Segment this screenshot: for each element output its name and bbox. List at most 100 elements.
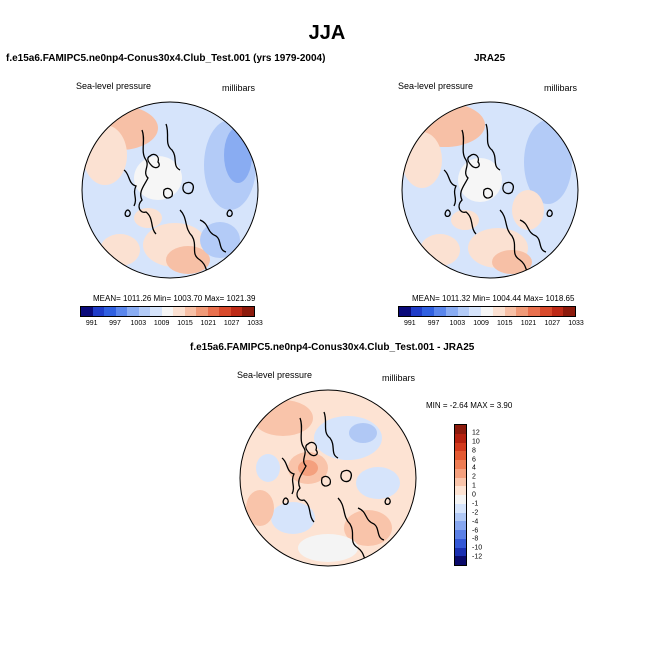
colorbar-tick-label: 1027: [223, 320, 240, 327]
field-region: [451, 210, 479, 230]
field-region: [246, 490, 274, 526]
panel-2-title: JRA25: [474, 53, 506, 64]
coastline: [502, 181, 514, 195]
colorbar-cell: [173, 307, 185, 316]
colorbar-cell: [230, 307, 243, 316]
colorbar-tick-label: 1015: [177, 320, 193, 327]
colorbar-cell: [410, 307, 423, 316]
colorbar-tick-label: 1021: [200, 320, 217, 327]
colorbar-cell: [207, 307, 220, 316]
coastline: [165, 123, 181, 171]
panel-3-stats: MIN = -2.64 MAX = 3.90: [426, 401, 513, 410]
coastline: [499, 209, 533, 277]
colorbar-tick-label: 1027: [544, 320, 561, 327]
panel-2-polar-map: [401, 101, 579, 279]
coastline: [458, 129, 477, 235]
pressure-field: [82, 102, 258, 278]
colorbar-tick-label: -1: [472, 500, 479, 508]
panel-2-colorbar-ticks: 991 997 1003 1009 1015 1021 1027 1033: [398, 320, 584, 330]
panel-2-units-label: millibars: [544, 83, 578, 93]
map-boundary: [239, 389, 417, 567]
colorbar-cell: [455, 521, 466, 530]
colorbar-tick-label: 997: [427, 320, 440, 327]
colorbar-cell: [455, 442, 466, 452]
colorbar-cell: [455, 547, 466, 557]
field-region: [492, 250, 532, 274]
field-region: [224, 127, 252, 183]
colorbar-tick-label: -2: [472, 509, 479, 517]
colorbar-tick-label: 0: [472, 491, 476, 499]
coastline: [162, 187, 174, 199]
pressure-field: [402, 102, 578, 278]
colorbar-cell: [528, 307, 540, 316]
coastline: [124, 209, 131, 218]
colorbar-cell: [455, 512, 466, 522]
field-region: [458, 158, 502, 202]
colorbar-cell: [115, 307, 128, 316]
colorbar-tick-label: -10: [472, 544, 483, 552]
colorbar-cell: [455, 486, 466, 495]
colorbar-cell: [455, 425, 466, 434]
coastline: [444, 209, 451, 218]
colorbar-cell: [184, 307, 197, 316]
coastline: [337, 497, 371, 565]
colorbar-cell: [422, 307, 435, 316]
colorbar-tick-label: 1009: [473, 320, 489, 327]
field-region: [166, 246, 210, 274]
colorbar-tick-label: 991: [404, 320, 416, 327]
colorbar-cell: [104, 307, 116, 316]
colorbar-cell: [481, 307, 493, 316]
field-region: [402, 132, 442, 188]
panel-3-colorbar-ticks: 12 10 8 6 4 2 1 0 -1 -2 -4 -6 -8 -10 -12: [472, 424, 502, 566]
panel-3-title: f.e15a6.FAMIPC5.ne0np4-Conus30x4.Club_Te…: [190, 342, 475, 353]
colorbar-cell: [551, 307, 564, 316]
panel-1-units-label: millibars: [222, 83, 256, 93]
colorbar-tick-label: 1: [472, 482, 476, 490]
coastline: [323, 411, 339, 459]
colorbar-tick-label: -12: [472, 553, 483, 561]
colorbar-cell: [455, 460, 466, 469]
panel-1-variable-label: Sea-level pressure: [76, 81, 152, 91]
coastline: [226, 209, 233, 218]
coastline: [138, 129, 157, 235]
field-region: [253, 400, 313, 436]
coastline: [305, 441, 318, 457]
field-region: [134, 208, 162, 228]
colorbar-tick-label: 6: [472, 456, 476, 463]
colorbar-cell: [455, 477, 466, 487]
coastline: [340, 469, 352, 483]
colorbar-cell: [161, 307, 174, 316]
field-region: [356, 467, 400, 499]
panel-3-polar-map: [239, 389, 417, 567]
colorbar-tick-label: 1003: [130, 320, 147, 327]
colorbar-tick-label: 991: [85, 320, 98, 327]
colorbar-cell: [455, 556, 466, 565]
panel-3-variable-label: Sea-level pressure: [237, 370, 313, 380]
figure-title: JJA: [308, 22, 346, 44]
colorbar-cell: [455, 503, 466, 513]
colorbar-tick-label: 1003: [449, 320, 466, 327]
colorbar-tick-label: 1021: [520, 320, 537, 327]
colorbar-cell: [455, 530, 466, 539]
pressure-field: [240, 390, 416, 566]
coastline: [519, 219, 547, 253]
colorbar-tick-label: 1009: [153, 320, 170, 327]
map-boundary: [401, 101, 579, 279]
colorbar-tick-label: 1015: [497, 320, 513, 327]
colorbar-cell: [504, 307, 517, 316]
colorbar-cell: [455, 468, 466, 478]
colorbar-tick-label: 997: [109, 320, 121, 327]
colorbar-cell: [242, 307, 254, 316]
colorbar-cell: [127, 307, 139, 316]
field-region: [524, 120, 572, 204]
colorbar-tick-label: 4: [472, 464, 476, 472]
colorbar-tick-label: -8: [472, 535, 479, 543]
panel-2-variable-label: Sea-level pressure: [398, 81, 474, 91]
coastline: [199, 219, 227, 253]
panel-1-stats: MEAN= 1011.26 Min= 1003.70 Max= 1021.39: [93, 294, 256, 303]
colorbar-tick-label: 1033: [568, 320, 584, 327]
coastline: [443, 169, 457, 207]
colorbar-tick-label: 1033: [247, 320, 263, 327]
coastline: [546, 209, 553, 218]
colorbar-cell: [81, 307, 93, 316]
